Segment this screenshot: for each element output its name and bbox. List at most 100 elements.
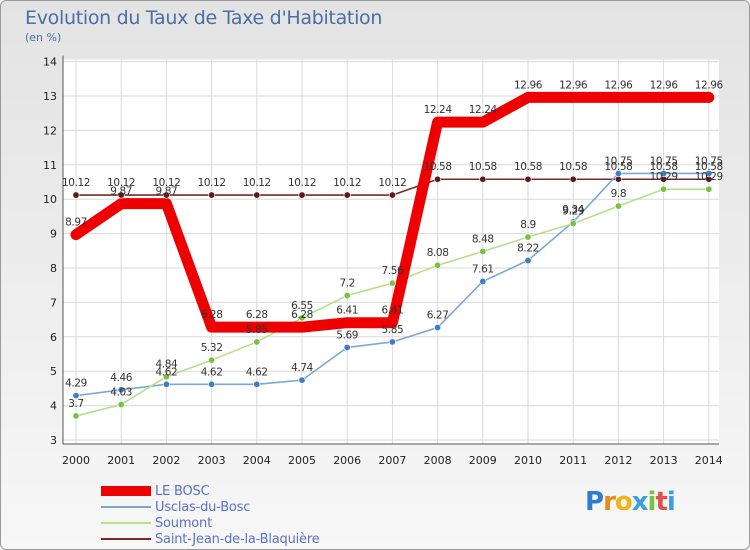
data-label: 10.12	[243, 177, 271, 189]
data-point	[434, 175, 442, 183]
x-tick-label: 2009	[469, 454, 497, 467]
data-label: 6.28	[201, 309, 223, 321]
data-label: 8.22	[517, 242, 539, 254]
x-tick-label: 2013	[650, 454, 678, 467]
y-tick-label: 8	[50, 262, 57, 275]
data-label: 3.7	[68, 398, 84, 410]
data-label: 6.41	[382, 305, 404, 317]
data-label: 4.74	[291, 362, 313, 374]
data-label: 6.41	[336, 305, 358, 317]
data-point	[253, 338, 261, 346]
legend-item: Soumont	[101, 515, 320, 531]
data-point	[479, 175, 487, 183]
legend-item: Saint-Jean-de-la-Blaquière	[101, 531, 320, 547]
data-point	[208, 356, 216, 364]
y-tick-label: 12	[43, 124, 57, 137]
data-label: 5.69	[336, 329, 358, 341]
legend-item: LE BOSC	[101, 483, 320, 499]
chart-legend: LE BOSC Usclas-du-Bosc Soumont Saint-Jean-d…	[101, 483, 320, 547]
data-label: 10.12	[333, 177, 361, 189]
data-label: 10.75	[650, 155, 678, 167]
x-tick-label: 2002	[152, 454, 180, 467]
data-label: 10.58	[514, 161, 542, 173]
x-tick-label: 2010	[514, 454, 542, 467]
legend-label: Soumont	[155, 515, 212, 531]
data-point	[388, 191, 396, 199]
data-label: 10.12	[62, 177, 90, 189]
y-tick-label: 4	[50, 400, 57, 413]
data-point	[434, 261, 442, 269]
data-label: 5.32	[201, 342, 223, 354]
data-point	[298, 376, 306, 384]
data-label: 5.85	[246, 324, 268, 336]
legend-item: Usclas-du-Bosc	[101, 499, 320, 515]
data-label: 9.29	[562, 206, 584, 218]
data-label: 10.58	[604, 161, 632, 173]
data-label: 10.58	[469, 161, 497, 173]
data-point	[162, 373, 170, 381]
logo-letter: t	[655, 487, 667, 517]
data-label: 6.28	[291, 309, 313, 321]
data-label: 10.58	[695, 161, 723, 173]
data-label: 7.2	[339, 278, 355, 290]
data-point	[524, 233, 532, 241]
data-label: 10.12	[107, 177, 135, 189]
y-tick-label: 14	[43, 56, 57, 69]
data-label: 4.46	[110, 372, 132, 384]
data-label: 6.55	[291, 300, 313, 312]
logo-letter: P	[585, 487, 604, 517]
data-point	[524, 175, 532, 183]
y-tick-label: 3	[50, 434, 57, 447]
data-point	[208, 191, 216, 199]
x-tick-label: 2003	[198, 454, 226, 467]
data-label: 9.87	[156, 186, 178, 198]
data-label: 10.12	[378, 177, 406, 189]
logo-letter: r	[603, 487, 616, 517]
x-tick-label: 2000	[62, 454, 90, 467]
proxiti-logo: Proxiti	[585, 487, 676, 517]
data-point	[117, 191, 125, 199]
data-label: 10.58	[424, 161, 452, 173]
x-tick-label: 2004	[243, 454, 271, 467]
y-tick-label: 7	[50, 296, 57, 309]
logo-letter: i	[666, 487, 676, 517]
data-point	[298, 314, 306, 322]
x-tick-label: 2008	[424, 454, 452, 467]
logo-letter: i	[647, 487, 657, 517]
data-point	[479, 277, 487, 285]
data-label: 12.24	[469, 104, 498, 116]
legend-swatch	[101, 506, 151, 508]
data-point	[343, 343, 351, 351]
logo-letter: o	[614, 487, 633, 517]
x-tick-label: 2011	[559, 454, 587, 467]
data-label: 4.29	[65, 378, 87, 390]
data-label: 10.12	[152, 177, 180, 189]
data-point	[660, 185, 668, 193]
data-label: 12.96	[604, 79, 633, 91]
data-point	[117, 401, 125, 409]
data-label: 9.8	[611, 188, 627, 200]
x-tick-label: 2001	[107, 454, 135, 467]
y-tick-label: 13	[43, 90, 57, 103]
data-label: 5.85	[382, 324, 404, 336]
data-point	[660, 169, 668, 177]
data-point	[72, 191, 80, 199]
data-label: 10.58	[559, 161, 587, 173]
data-point	[298, 191, 306, 199]
series-line	[70, 91, 715, 333]
x-tick-label: 2012	[604, 454, 632, 467]
data-label: 12.96	[559, 79, 588, 91]
legend-swatch	[101, 522, 151, 524]
data-point	[208, 380, 216, 388]
data-label: 10.12	[288, 177, 316, 189]
data-point	[569, 220, 577, 228]
data-point	[479, 247, 487, 255]
data-point	[614, 202, 622, 210]
data-point	[253, 380, 261, 388]
data-label: 4.62	[246, 366, 268, 378]
data-label: 8.48	[472, 233, 494, 245]
data-label: 7.61	[472, 263, 494, 275]
data-label: 6.27	[427, 310, 449, 322]
